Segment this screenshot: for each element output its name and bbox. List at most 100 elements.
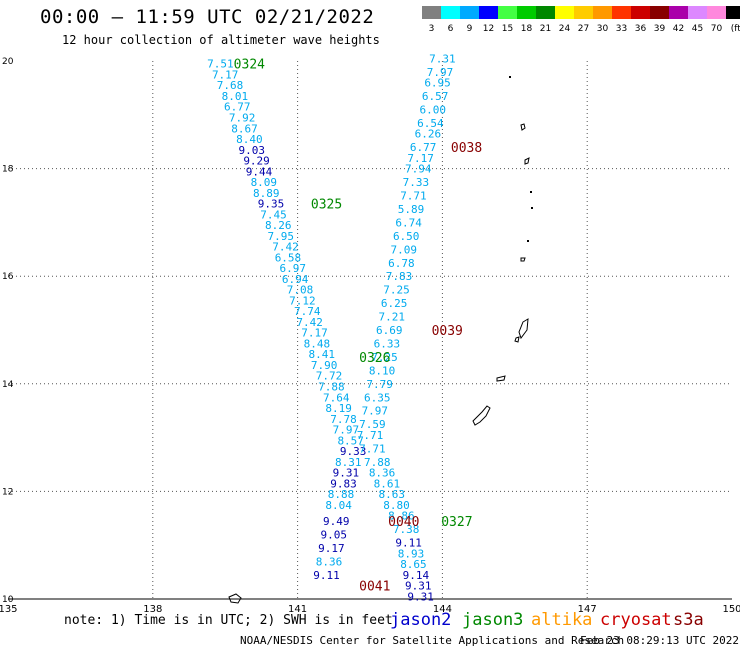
swh-value: 8.63 <box>378 488 405 501</box>
swh-value: 7.97 <box>427 66 454 79</box>
colorbar-label: 15 <box>502 24 513 34</box>
colorbar-label: 12 <box>483 24 494 34</box>
swh-value: 7.25 <box>383 284 410 297</box>
colorbar-label: 27 <box>578 24 589 34</box>
swh-value: 6.97 <box>280 262 307 275</box>
swh-value: 6.35 <box>364 391 391 404</box>
colorbar-swatch <box>479 6 498 19</box>
colorbar-swatch <box>726 6 740 19</box>
anatahan-island <box>520 257 526 262</box>
chart-subtitle: 12 hour collection of altimeter wave hei… <box>62 33 380 47</box>
x-tick-label: 147 <box>578 604 597 615</box>
maug-island <box>509 76 511 78</box>
swh-value: 7.71 <box>400 190 427 203</box>
swh-value: 9.05 <box>321 528 348 541</box>
colorbar-label: 9 <box>467 24 473 34</box>
swh-value: 7.71 <box>359 442 386 455</box>
footer-credit: NOAA/NESDIS Center for Satellite Applica… <box>240 634 625 647</box>
swh-value: 8.04 <box>325 499 352 512</box>
legend-s3a: s3a <box>673 610 704 630</box>
x-tick-label: 141 <box>288 604 307 615</box>
colorbar-label: 33 <box>616 24 627 34</box>
saipan-island <box>518 318 529 340</box>
colorbar-label: 21 <box>540 24 551 34</box>
colorbar-label: 45 <box>692 24 703 34</box>
pass-label: 0041 <box>359 580 390 595</box>
swh-value: 8.61 <box>374 477 401 490</box>
swh-value: 7.42 <box>296 316 323 329</box>
swh-value: 8.41 <box>308 348 335 361</box>
colorbar-label: 42 <box>673 24 684 34</box>
swh-value: 7.74 <box>294 305 321 318</box>
swh-value: 7.25 <box>371 351 398 364</box>
swh-value: 8.26 <box>265 219 292 232</box>
pass-labels: 0324 0325 0326 0327 0038 0039 0040 0041 <box>234 58 483 595</box>
swh-value: 7.88 <box>318 380 345 393</box>
swh-value: 8.86 <box>388 510 415 523</box>
swh-value: 9.44 <box>246 165 273 178</box>
swh-value: 9.14 <box>403 569 430 582</box>
swh-value: 7.97 <box>333 424 360 437</box>
swh-value: 9.33 <box>340 445 367 458</box>
colorbar-swatch <box>707 6 726 19</box>
yap-island <box>228 593 242 604</box>
colorbar-swatch <box>631 6 650 19</box>
swh-value: 6.77 <box>224 101 251 114</box>
swh-value: 9.11 <box>313 569 340 582</box>
swh-value: 9.11 <box>395 537 422 550</box>
pass-label: 0039 <box>432 324 463 339</box>
colorbar-label: 30 <box>597 24 609 34</box>
swh-value: 7.09 <box>391 243 418 256</box>
colorbar-label: 24 <box>559 24 571 34</box>
chart-title: 00:00 – 11:59 UTC 02/21/2022 <box>40 6 375 28</box>
colorbar-swatch <box>460 6 479 19</box>
colorbar-swatch <box>555 6 574 19</box>
axes: 135 138 141 144 147 150 10 12 14 16 18 20 <box>0 57 740 615</box>
swh-value: 5.89 <box>398 203 425 216</box>
swh-value: 9.17 <box>318 542 345 555</box>
swh-value: 8.67 <box>231 122 258 135</box>
swh-value: 7.72 <box>316 370 343 383</box>
swh-value: 7.64 <box>323 391 350 404</box>
swh-value: 6.33 <box>374 337 401 350</box>
swh-value: 6.94 <box>282 273 309 286</box>
colorbar-swatch <box>441 6 460 19</box>
swh-value: 7.68 <box>217 79 244 92</box>
swh-value: 6.57 <box>422 90 449 103</box>
sarigan-island <box>527 240 529 242</box>
swh-value: 8.09 <box>251 176 278 189</box>
swh-value: 7.42 <box>272 241 299 254</box>
swh-value: 7.21 <box>378 311 405 324</box>
swh-value: 8.88 <box>328 488 355 501</box>
footer-timestamp: Feb 23 08:29:13 UTC 2022 <box>580 634 739 647</box>
swh-value: 6.78 <box>388 257 415 270</box>
colorbar-swatch <box>422 6 441 19</box>
pass-label: 0040 <box>388 515 419 530</box>
y-tick-label: 18 <box>2 165 14 175</box>
swh-value: 8.89 <box>253 187 280 200</box>
legend-altika: altika <box>531 610 593 630</box>
colorbar-label: 3 <box>429 24 435 34</box>
swh-value: 7.33 <box>403 176 430 189</box>
y-tick-label: 16 <box>2 272 14 282</box>
colorbar-swatch <box>650 6 669 19</box>
swh-value: 7.08 <box>287 284 314 297</box>
swh-value: 7.71 <box>357 429 384 442</box>
swh-value: 7.45 <box>260 208 287 221</box>
colorbar-swatch <box>574 6 593 19</box>
colorbar-label: 6 <box>448 24 454 34</box>
pass-label: 0324 <box>234 58 265 73</box>
swh-value: 6.00 <box>419 103 446 116</box>
colorbar-swatch <box>688 6 707 19</box>
alamagan-island <box>530 191 532 193</box>
swh-value: 8.19 <box>325 402 352 415</box>
swh-value: 7.51 <box>207 58 234 71</box>
swh-value: 6.25 <box>381 297 408 310</box>
legend-jason3: jason3 <box>462 610 524 630</box>
swh-value: 6.58 <box>275 251 302 264</box>
colorbar-label: 18 <box>521 24 533 34</box>
x-tick-label: 150 <box>722 604 740 615</box>
y-tick-label: 14 <box>2 380 14 390</box>
pass-label: 0326 <box>359 351 390 366</box>
